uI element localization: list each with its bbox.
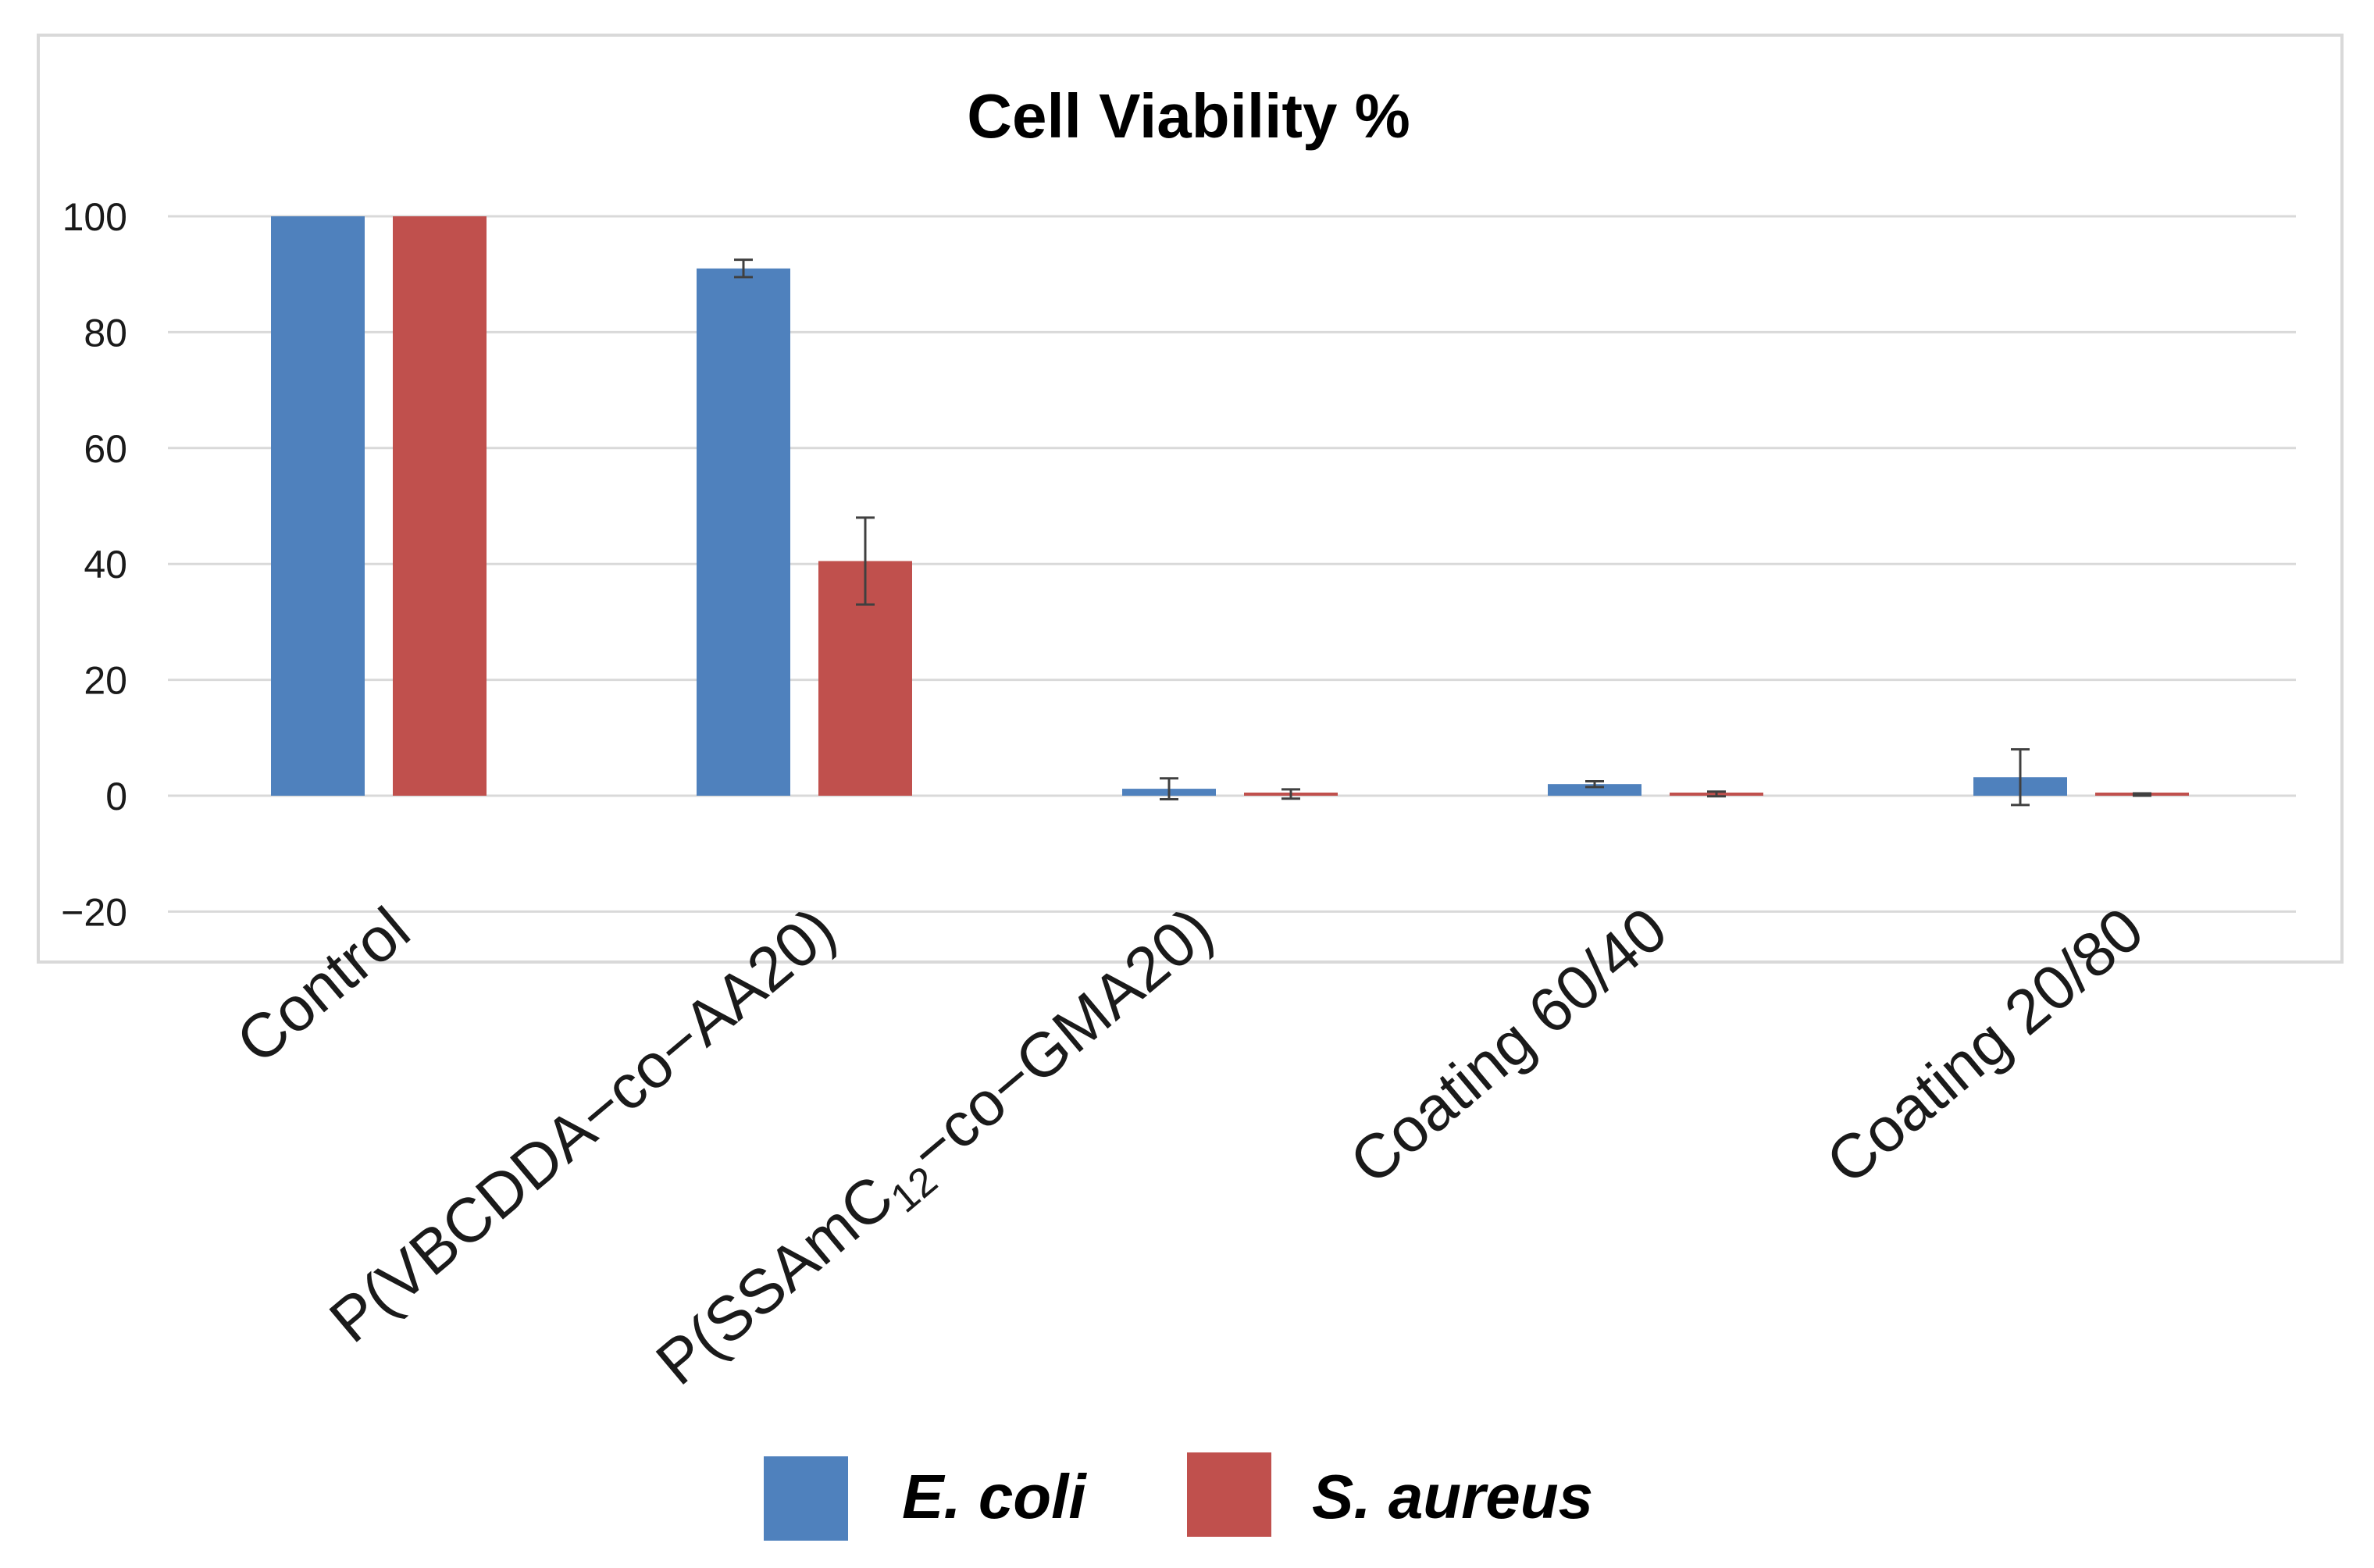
y-tick-label: −20: [61, 890, 127, 934]
chart-title: Cell Viability %: [967, 81, 1410, 151]
error-bar-e-coli-2: [1160, 777, 1178, 800]
chart-frame: [37, 34, 2344, 964]
y-tick-label: 20: [84, 659, 127, 703]
y-tick-label: 80: [84, 311, 127, 355]
y-tick-label: 40: [84, 543, 127, 586]
error-bar-s-aureus-4: [2133, 792, 2151, 797]
error-bar-s-aureus-2: [1281, 788, 1300, 800]
error-bar-e-coli-1: [734, 258, 753, 279]
legend-swatch: [764, 1456, 848, 1541]
y-tick-label: 0: [105, 775, 127, 818]
legend-item-e-coli: E. coli: [764, 1456, 1087, 1541]
legend-label: S. aureus: [1312, 1462, 1593, 1531]
bar-s-aureus-0: [393, 216, 487, 796]
error-bar-e-coli-3: [1585, 779, 1604, 789]
y-tick-label: 100: [62, 195, 127, 239]
error-bar-s-aureus-1: [856, 516, 875, 606]
legend-swatch: [1187, 1452, 1271, 1537]
legend-label: E. coli: [902, 1462, 1087, 1531]
bar-e-coli-1: [697, 268, 790, 796]
legend-item-s-aureus: S. aureus: [1187, 1452, 1593, 1537]
bar-e-coli-0: [271, 216, 365, 796]
error-bar-e-coli-4: [2011, 748, 2030, 807]
error-bar-s-aureus-3: [1707, 790, 1726, 798]
y-tick-label: 60: [84, 427, 127, 471]
bar-e-coli-3: [1548, 784, 1641, 796]
